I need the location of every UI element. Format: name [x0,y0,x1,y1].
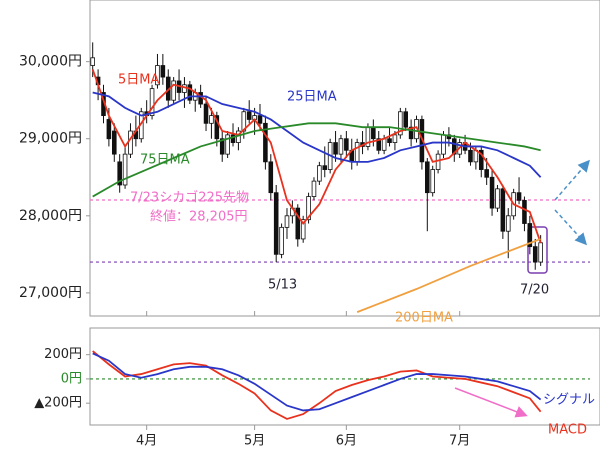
series-label: 75日MA [140,153,190,168]
y-tick-label: 200円 [44,347,82,362]
candle-body [284,215,290,228]
highlight-box [527,226,548,274]
annotation: 終値：28,205円 [150,209,248,225]
candle-body [263,122,268,163]
candle-body [392,134,398,143]
trend-arrow [454,387,528,418]
candle-body [209,115,214,124]
candle-body [149,88,155,117]
arrow-up [554,159,590,201]
candle-body [257,115,263,124]
candle-body [295,207,301,240]
series-label: シグナル [543,393,595,408]
y-tick-label: 30,000円 [19,54,82,70]
y-tick-label: 0円 [61,371,82,386]
candle-body [354,142,360,163]
candle-body [311,180,317,197]
candle-body [111,130,117,155]
plot: 30,000円 29,000円 28,000円 27,000円 5日MA 25日MA 75日… [19,42,595,449]
arrow-down [554,209,588,246]
candle-body [344,138,349,151]
candle-body [273,192,279,255]
candle-body [505,215,511,232]
annotation: 5/13 [268,278,297,293]
macd-panel [89,327,600,426]
candle-body [225,134,230,155]
line-series [356,238,541,313]
candle-body [306,196,311,221]
candle-body [230,134,236,143]
candle-body [171,80,176,101]
candle-body [203,103,209,124]
candle-body [425,161,430,194]
main-panel [89,0,600,317]
candle-body [430,169,435,194]
candle-body [322,165,328,170]
candle-body [376,138,382,151]
candle-body [381,138,387,151]
annotation: 7/23シカゴ225先物 [130,190,249,206]
x-tick-label: 4月 [136,434,157,449]
candle-body [495,188,500,209]
candle-body [478,149,484,170]
candle-body [155,65,160,86]
candle-body [532,246,538,263]
candle-body [187,84,193,101]
y-tick-label: 29,000円 [19,131,82,147]
y-tick-label: ▲200円 [34,396,82,411]
candle-body [90,57,95,66]
candle-body [300,219,306,240]
x-tick-label: 7月 [449,434,470,449]
candle-body [333,142,338,155]
candle-body [522,199,527,224]
candle-body [516,192,522,201]
candle-body [468,149,473,163]
candle-body [106,119,112,140]
y-tick-label: 27,000円 [19,285,82,301]
line-series [92,122,541,198]
candle-body [398,111,403,136]
candle-body [214,115,220,140]
candle-body [219,138,225,155]
line-series [92,91,542,178]
series-label: 200日MA [395,311,453,326]
candle-body [441,134,446,155]
candle-body [435,153,441,170]
candle-body [182,84,187,93]
series-label: 5日MA [118,73,159,88]
series-label: 25日MA [287,90,337,105]
candle-body [387,138,392,143]
candle-body [128,130,133,155]
x-tick-label: 5月 [244,434,265,449]
candle-body [538,242,543,263]
candle-body [160,65,166,78]
candle-body [246,111,252,120]
candle-body [527,223,533,248]
candle-body [489,176,495,209]
candle-body [241,111,247,132]
candle-body [403,111,409,128]
line-series [92,352,542,412]
candle-body [500,188,506,232]
candle-body [268,161,274,194]
y-tick-label: 28,000円 [19,208,82,224]
series-label: MACD [548,423,587,438]
candle-body [117,161,122,186]
candle-body [371,126,376,140]
candle-body [484,169,489,178]
candle-body [279,226,284,255]
line-series [92,350,542,420]
x-tick-label: 6月 [336,434,357,449]
candle-body [451,138,457,155]
candle-body [122,153,128,186]
candle-body [317,165,322,182]
candle-body [338,138,344,155]
candle-body [408,126,414,140]
annotation: 7/20 [520,283,549,298]
